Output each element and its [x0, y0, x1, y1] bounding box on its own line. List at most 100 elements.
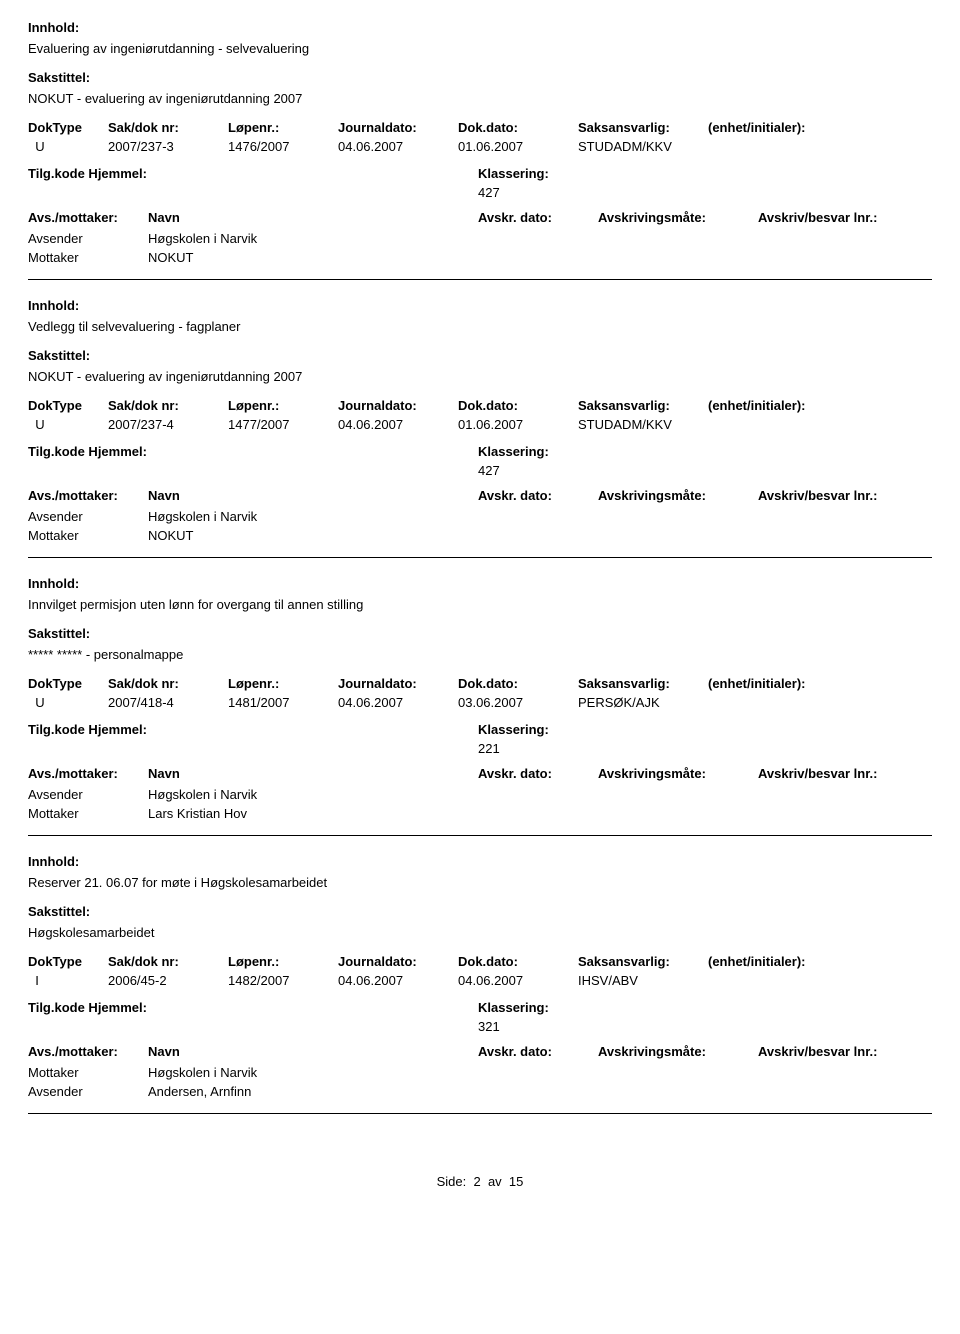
party-name: Høgskolen i Narvik — [148, 787, 478, 802]
enhet-value — [708, 139, 878, 154]
col-journaldato-label: Journaldato: — [338, 398, 458, 413]
klassering-label: Klassering: — [478, 444, 549, 459]
col-dokdato-label: Dok.dato: — [458, 954, 578, 969]
doktype-value: U — [28, 695, 108, 710]
col-dokdato-label: Dok.dato: — [458, 398, 578, 413]
sakstittel-label: Sakstittel: — [28, 904, 932, 919]
party-name: Lars Kristian Hov — [148, 806, 478, 821]
avskrdato-label: Avskr. dato: — [478, 1044, 598, 1059]
col-lopenr-label: Løpenr.: — [228, 398, 338, 413]
journal-entry: Innhold: Evaluering av ingeniørutdanning… — [28, 20, 932, 280]
col-saksansvarlig-label: Saksansvarlig: — [578, 954, 708, 969]
columns-values: U 2007/418-4 1481/2007 04.06.2007 03.06.… — [28, 695, 932, 710]
journaldato-value: 04.06.2007 — [338, 417, 458, 432]
columns-values: I 2006/45-2 1482/2007 04.06.2007 04.06.2… — [28, 973, 932, 988]
sakstittel-label: Sakstittel: — [28, 626, 932, 641]
dokdato-value: 03.06.2007 — [458, 695, 578, 710]
sakdok-value: 2007/418-4 — [108, 695, 228, 710]
avs-header: Avs./mottaker: Navn Avskr. dato: Avskriv… — [28, 1044, 932, 1059]
klassering-label: Klassering: — [478, 166, 549, 181]
entry-divider — [28, 1113, 932, 1114]
col-doktype-label: DokType — [28, 954, 108, 969]
avskrivingsmate-label: Avskrivingsmåte: — [598, 488, 758, 503]
col-lopenr-label: Løpenr.: — [228, 676, 338, 691]
columns-header: DokType Sak/dok nr: Løpenr.: Journaldato… — [28, 120, 932, 135]
dokdato-value: 01.06.2007 — [458, 417, 578, 432]
lopenr-value: 1476/2007 — [228, 139, 338, 154]
klassering-label: Klassering: — [478, 722, 549, 737]
innhold-text: Innvilget permisjon uten lønn for overga… — [28, 597, 932, 612]
col-sakdok-label: Sak/dok nr: — [108, 398, 228, 413]
dokdato-value: 04.06.2007 — [458, 973, 578, 988]
navn-label: Navn — [148, 766, 478, 781]
avs-header: Avs./mottaker: Navn Avskr. dato: Avskriv… — [28, 766, 932, 781]
party-name: Høgskolen i Narvik — [148, 1065, 478, 1080]
avskrivbesvar-label: Avskriv/besvar lnr.: — [758, 488, 877, 503]
saksansvarlig-value: STUDADM/KKV — [578, 417, 708, 432]
col-sakdok-label: Sak/dok nr: — [108, 954, 228, 969]
party-name: NOKUT — [148, 528, 478, 543]
col-dokdato-label: Dok.dato: — [458, 120, 578, 135]
entry-divider — [28, 835, 932, 836]
klassering-value: 221 — [478, 741, 932, 756]
party-row: Avsender Høgskolen i Narvik — [28, 509, 932, 524]
doktype-value: I — [28, 973, 108, 988]
tilgkode-hjemmel-label: Tilg.kode Hjemmel: — [28, 166, 478, 181]
entry-divider — [28, 279, 932, 280]
avs-header: Avs./mottaker: Navn Avskr. dato: Avskriv… — [28, 488, 932, 503]
col-dokdato-label: Dok.dato: — [458, 676, 578, 691]
innhold-label: Innhold: — [28, 854, 932, 869]
journal-entry: Innhold: Reserver 21. 06.07 for møte i H… — [28, 854, 932, 1114]
klassering-label: Klassering: — [478, 1000, 549, 1015]
journaldato-value: 04.06.2007 — [338, 973, 458, 988]
col-journaldato-label: Journaldato: — [338, 676, 458, 691]
party-row: Mottaker Høgskolen i Narvik — [28, 1065, 932, 1080]
innhold-label: Innhold: — [28, 576, 932, 591]
sakstittel-text: Høgskolesamarbeidet — [28, 925, 932, 940]
sakstittel-text: NOKUT - evaluering av ingeniørutdanning … — [28, 91, 932, 106]
journaldato-value: 04.06.2007 — [338, 695, 458, 710]
col-saksansvarlig-label: Saksansvarlig: — [578, 120, 708, 135]
party-role: Mottaker — [28, 1065, 148, 1080]
col-journaldato-label: Journaldato: — [338, 954, 458, 969]
avsmottaker-label: Avs./mottaker: — [28, 210, 148, 225]
col-enhet-label: (enhet/initialer): — [708, 398, 878, 413]
col-doktype-label: DokType — [28, 398, 108, 413]
col-journaldato-label: Journaldato: — [338, 120, 458, 135]
footer-total: 15 — [509, 1174, 523, 1189]
col-lopenr-label: Løpenr.: — [228, 954, 338, 969]
col-doktype-label: DokType — [28, 676, 108, 691]
columns-header: DokType Sak/dok nr: Løpenr.: Journaldato… — [28, 398, 932, 413]
col-enhet-label: (enhet/initialer): — [708, 120, 878, 135]
enhet-value — [708, 695, 878, 710]
party-role: Mottaker — [28, 806, 148, 821]
klassering-value: 427 — [478, 463, 932, 478]
navn-label: Navn — [148, 488, 478, 503]
avskrivbesvar-label: Avskriv/besvar lnr.: — [758, 1044, 877, 1059]
innhold-text: Vedlegg til selvevaluering - fagplaner — [28, 319, 932, 334]
innhold-label: Innhold: — [28, 20, 932, 35]
columns-header: DokType Sak/dok nr: Løpenr.: Journaldato… — [28, 676, 932, 691]
entry-divider — [28, 557, 932, 558]
doktype-value: U — [28, 417, 108, 432]
footer-sep: av — [488, 1174, 502, 1189]
tilg-row: Tilg.kode Hjemmel: Klassering: — [28, 1000, 932, 1015]
tilg-row: Tilg.kode Hjemmel: Klassering: — [28, 166, 932, 181]
avskrivbesvar-label: Avskriv/besvar lnr.: — [758, 766, 877, 781]
columns-values: U 2007/237-4 1477/2007 04.06.2007 01.06.… — [28, 417, 932, 432]
col-enhet-label: (enhet/initialer): — [708, 954, 878, 969]
sakstittel-text: NOKUT - evaluering av ingeniørutdanning … — [28, 369, 932, 384]
avs-header: Avs./mottaker: Navn Avskr. dato: Avskriv… — [28, 210, 932, 225]
party-row: Avsender Høgskolen i Narvik — [28, 787, 932, 802]
party-role: Mottaker — [28, 528, 148, 543]
tilg-row: Tilg.kode Hjemmel: Klassering: — [28, 722, 932, 737]
saksansvarlig-value: STUDADM/KKV — [578, 139, 708, 154]
avsmottaker-label: Avs./mottaker: — [28, 488, 148, 503]
col-enhet-label: (enhet/initialer): — [708, 676, 878, 691]
klassering-value: 427 — [478, 185, 932, 200]
avskrdato-label: Avskr. dato: — [478, 766, 598, 781]
page-footer: Side: 2 av 15 — [28, 1174, 932, 1189]
footer-page: 2 — [473, 1174, 480, 1189]
journaldato-value: 04.06.2007 — [338, 139, 458, 154]
col-saksansvarlig-label: Saksansvarlig: — [578, 398, 708, 413]
